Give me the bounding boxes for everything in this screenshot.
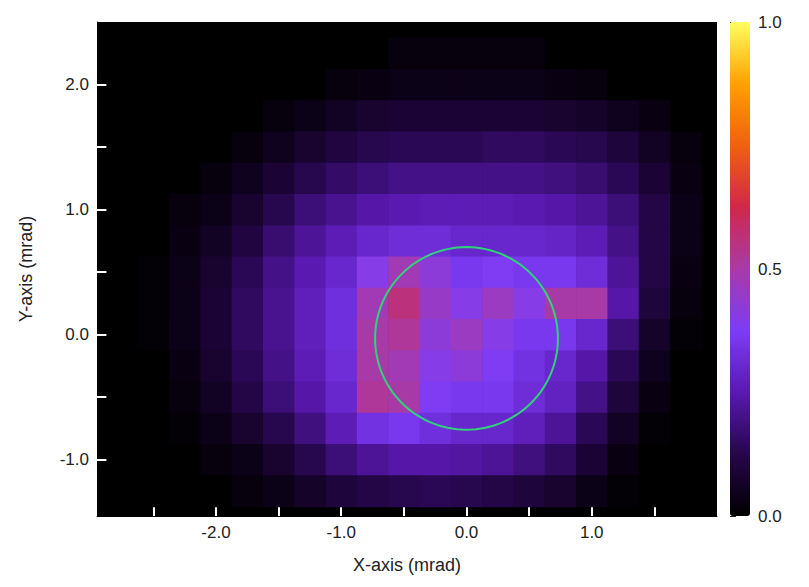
svg-text:X-axis (mrad): X-axis (mrad) xyxy=(353,555,461,575)
svg-text:1.0: 1.0 xyxy=(758,13,782,32)
svg-text:Y-axis (mrad): Y-axis (mrad) xyxy=(16,216,36,322)
svg-text:-2.0: -2.0 xyxy=(201,523,230,542)
svg-text:0.0: 0.0 xyxy=(65,325,89,344)
svg-text:0.5: 0.5 xyxy=(758,260,782,279)
svg-text:2.0: 2.0 xyxy=(65,75,89,94)
svg-text:0.0: 0.0 xyxy=(758,507,782,526)
svg-text:1.0: 1.0 xyxy=(580,523,604,542)
svg-text:0.0: 0.0 xyxy=(455,523,479,542)
svg-text:-1.0: -1.0 xyxy=(327,523,356,542)
svg-text:1.0: 1.0 xyxy=(65,200,89,219)
svg-text:-1.0: -1.0 xyxy=(60,450,89,469)
